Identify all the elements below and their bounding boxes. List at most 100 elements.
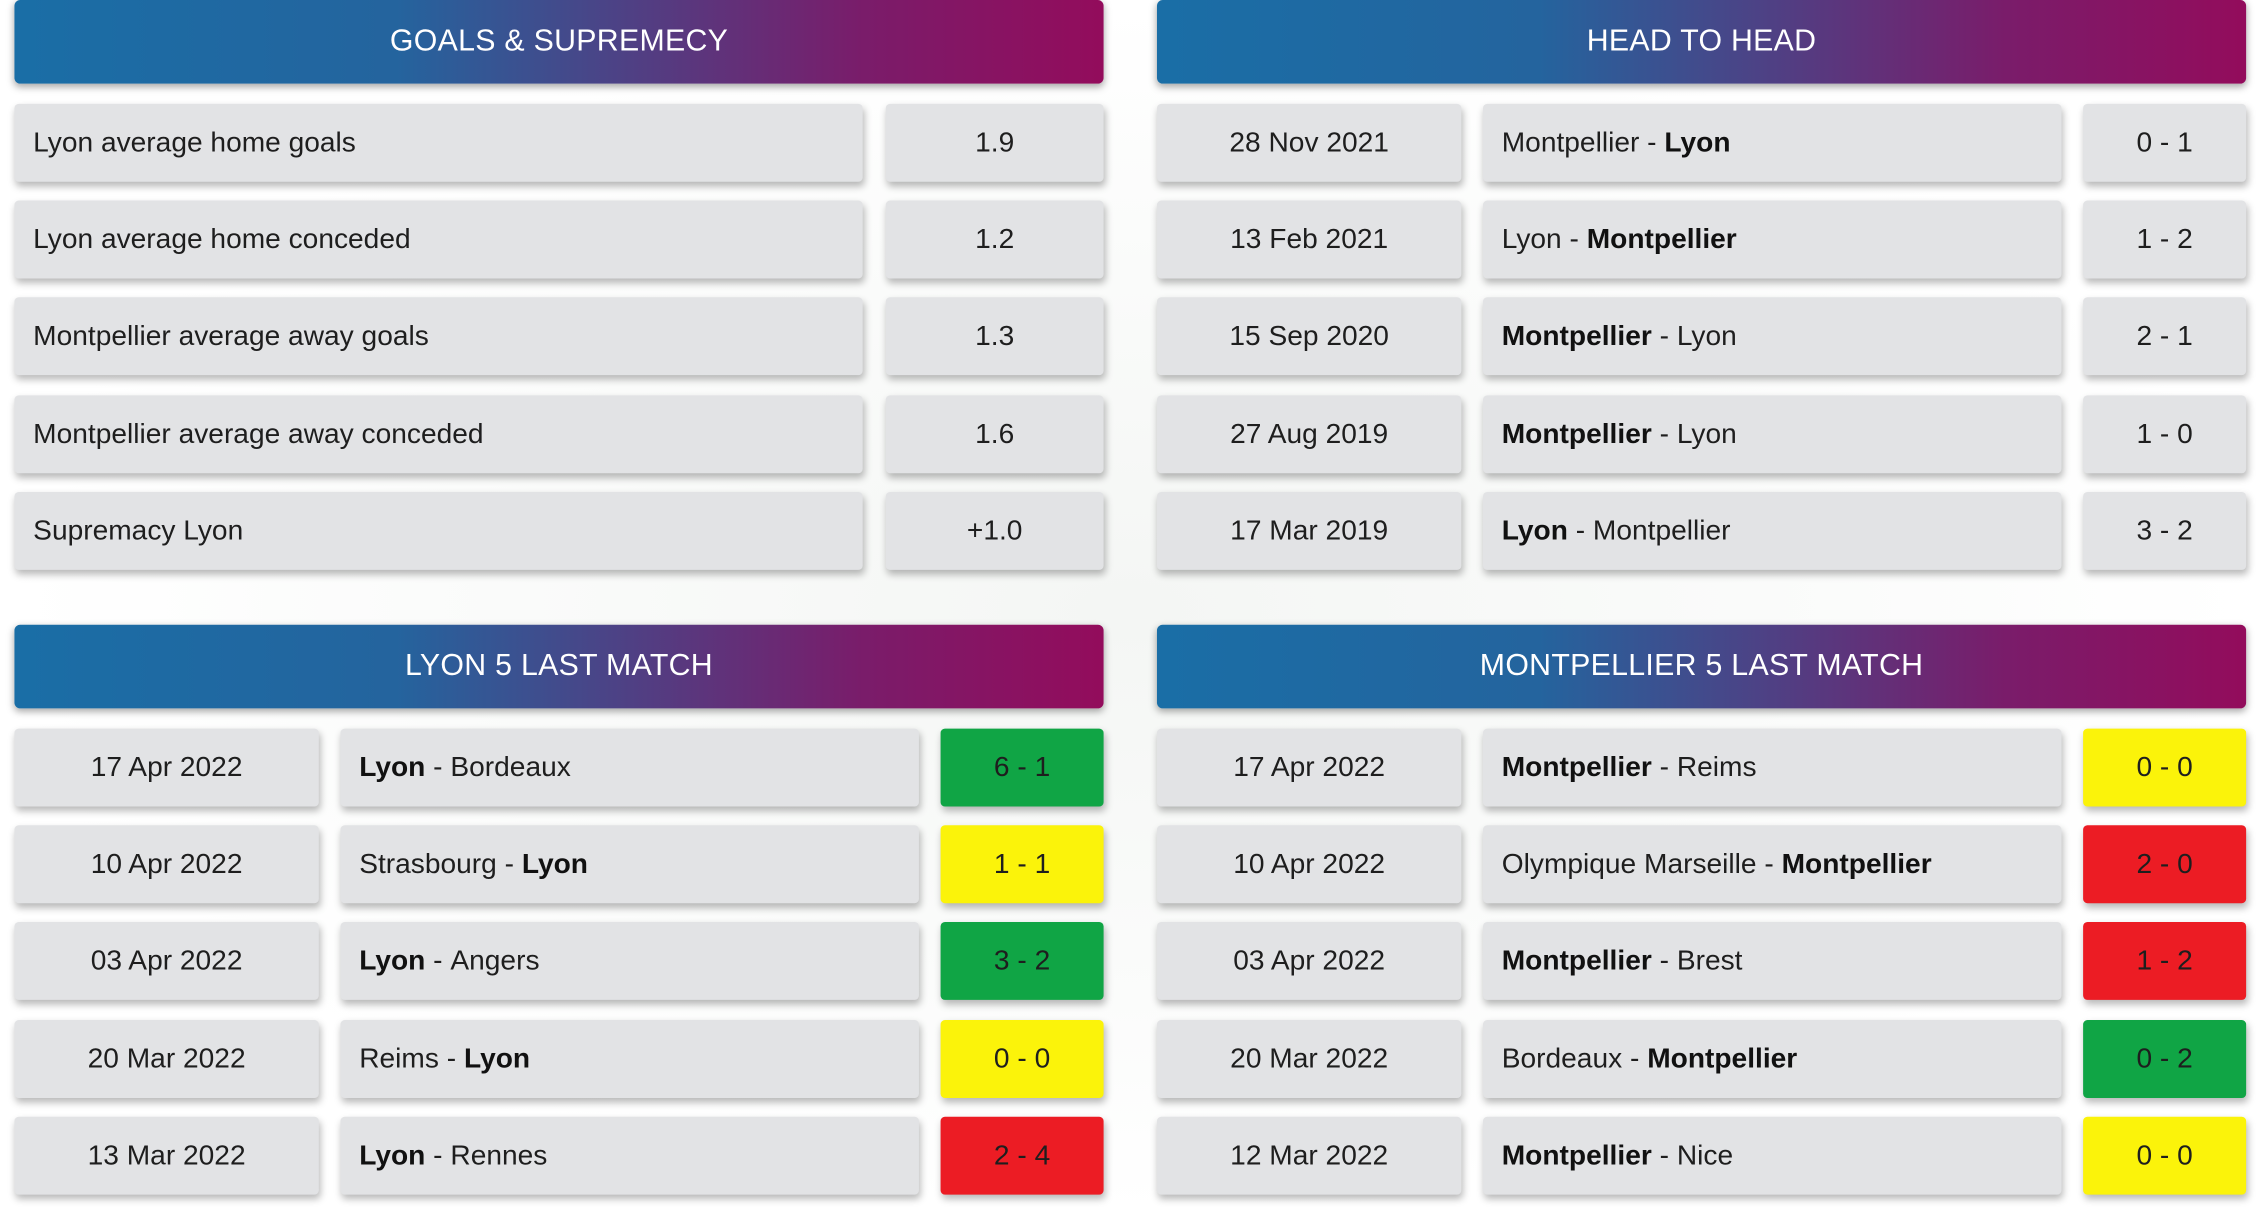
match-date: 12 Mar 2022	[1156, 1116, 1462, 1195]
match-teams: Lyon - Montpellier	[1482, 200, 2062, 279]
lyon-last-matches-panel: LYON 5 LAST MATCH 17 Apr 2022 Lyon - Bord…	[14, 624, 1104, 1202]
team-separator: -	[425, 944, 451, 977]
match-score: 1 - 2	[2083, 200, 2247, 279]
home-team: Montpellier	[1501, 750, 1652, 783]
away-team: Rennes	[450, 1139, 548, 1171]
match-score-loss: 2 - 4	[940, 1116, 1104, 1195]
goals-supremacy-panel: GOALS & SUPREMECY Lyon average home goal…	[14, 0, 1104, 577]
montpellier-last-matches-header: MONTPELLIER 5 LAST MATCH	[1156, 624, 2247, 709]
stat-label: Montpellier average away conceded	[14, 395, 863, 474]
away-team: Nice	[1676, 1139, 1734, 1171]
match-teams: Lyon - Bordeaux	[340, 728, 919, 807]
stat-label: Supremacy Lyon	[14, 491, 863, 570]
match-teams: Lyon - Angers	[340, 921, 919, 1000]
match-teams: Montpellier - Nice	[1482, 1116, 2062, 1195]
stat-value: +1.0	[885, 491, 1104, 570]
match-teams: Montpellier - Reims	[1482, 728, 2062, 807]
home-team: Lyon	[359, 1139, 426, 1171]
match-teams: Strasbourg - Lyon	[340, 825, 919, 904]
away-team: Brest	[1676, 944, 1743, 977]
away-team: Lyon	[1676, 319, 1737, 352]
home-team: Strasbourg	[359, 847, 497, 880]
match-score-loss: 2 - 0	[2083, 825, 2247, 904]
away-team: Lyon	[1664, 126, 1731, 158]
stat-label: Lyon average home conceded	[14, 200, 863, 279]
match-teams: Lyon - Montpellier	[1482, 491, 2062, 570]
match-date: 13 Feb 2021	[1156, 200, 1462, 279]
home-team: Lyon	[1501, 222, 1562, 255]
goals-supremacy-header: GOALS & SUPREMECY	[14, 0, 1104, 84]
away-team: Montpellier	[1586, 222, 1737, 255]
team-separator: -	[1651, 319, 1677, 352]
match-date: 15 Sep 2020	[1156, 297, 1462, 376]
lyon-last-matches-header: LYON 5 LAST MATCH	[14, 624, 1104, 709]
match-date: 10 Apr 2022	[1156, 825, 1462, 904]
match-teams: Olympique Marseille - Montpellier	[1482, 825, 2062, 904]
home-team: Montpellier	[1501, 417, 1652, 450]
match-score-loss: 1 - 2	[2083, 921, 2247, 1000]
team-separator: -	[438, 1042, 464, 1075]
team-separator: -	[425, 1139, 451, 1171]
away-team: Lyon	[1676, 417, 1737, 450]
match-teams: Bordeaux - Montpellier	[1482, 1020, 2062, 1098]
match-date: 27 Aug 2019	[1156, 395, 1462, 474]
team-separator: -	[425, 750, 451, 783]
match-score-win: 0 - 2	[2083, 1020, 2247, 1098]
away-team: Lyon	[463, 1042, 531, 1075]
match-date: 20 Mar 2022	[14, 1020, 319, 1098]
home-team: Montpellier	[1501, 319, 1652, 352]
stat-value: 1.6	[885, 395, 1104, 474]
home-team: Bordeaux	[1501, 1042, 1623, 1075]
team-separator: -	[1756, 847, 1782, 880]
match-date: 03 Apr 2022	[14, 921, 319, 1000]
match-teams: Lyon - Rennes	[340, 1116, 919, 1195]
match-date: 17 Apr 2022	[1156, 728, 1462, 807]
match-score-draw: 0 - 0	[2083, 728, 2247, 807]
team-separator: -	[1651, 417, 1677, 450]
match-date: 28 Nov 2021	[1156, 103, 1462, 182]
match-date: 10 Apr 2022	[14, 825, 319, 904]
home-team: Lyon	[359, 750, 426, 783]
away-team: Bordeaux	[450, 750, 571, 783]
montpellier-last-matches-panel: MONTPELLIER 5 LAST MATCH 17 Apr 2022 Mont…	[1156, 624, 2247, 1202]
home-team: Olympique Marseille	[1501, 847, 1757, 880]
match-score-draw: 1 - 1	[940, 825, 1104, 904]
match-score: 2 - 1	[2083, 297, 2247, 376]
away-team: Montpellier	[1592, 514, 1731, 547]
head-to-head-header: HEAD TO HEAD	[1156, 0, 2247, 84]
home-team: Montpellier	[1501, 1139, 1652, 1171]
match-score: 0 - 1	[2083, 103, 2247, 182]
match-score-win: 3 - 2	[940, 921, 1104, 1000]
match-score-win: 6 - 1	[940, 728, 1104, 807]
match-teams: Reims - Lyon	[340, 1020, 919, 1098]
team-separator: -	[496, 847, 522, 880]
home-team: Montpellier	[1501, 944, 1652, 977]
team-separator: -	[1622, 1042, 1648, 1075]
team-separator: -	[1651, 944, 1677, 977]
match-score: 3 - 2	[2083, 491, 2247, 570]
away-team: Reims	[1676, 750, 1757, 783]
match-date: 17 Apr 2022	[14, 728, 319, 807]
head-to-head-panel: HEAD TO HEAD 28 Nov 2021 Montpellier - Ly…	[1156, 0, 2247, 577]
stat-label: Lyon average home goals	[14, 103, 863, 182]
stat-value: 1.3	[885, 297, 1104, 376]
stat-label: Montpellier average away goals	[14, 297, 863, 376]
home-team: Lyon	[1501, 514, 1568, 547]
match-score-draw: 0 - 0	[2083, 1116, 2247, 1195]
match-date: 03 Apr 2022	[1156, 921, 1462, 1000]
match-teams: Montpellier - Brest	[1482, 921, 2062, 1000]
match-score-draw: 0 - 0	[940, 1020, 1104, 1098]
match-date: 13 Mar 2022	[14, 1116, 319, 1195]
match-date: 17 Mar 2019	[1156, 491, 1462, 570]
stat-value: 1.2	[885, 200, 1104, 279]
away-team: Montpellier	[1781, 847, 1932, 880]
stat-value: 1.9	[885, 103, 1104, 182]
team-separator: -	[1639, 126, 1665, 158]
away-team: Angers	[450, 944, 540, 977]
match-teams: Montpellier - Lyon	[1482, 103, 2062, 182]
away-team: Lyon	[521, 847, 588, 880]
match-teams: Montpellier - Lyon	[1482, 395, 2062, 474]
match-date: 20 Mar 2022	[1156, 1020, 1462, 1098]
home-team: Reims	[359, 1042, 439, 1075]
